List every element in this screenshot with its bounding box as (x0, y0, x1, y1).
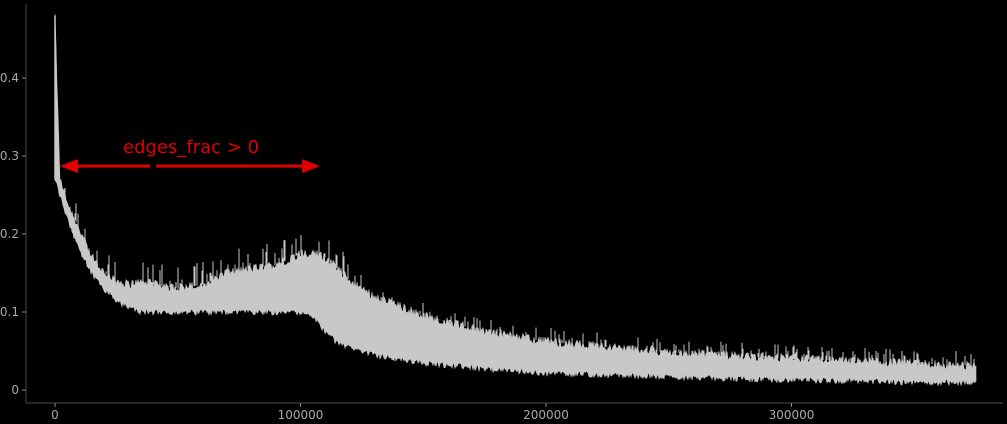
y-tick-label: 0.4 (0, 71, 19, 85)
x-tick-label: 200000 (523, 408, 569, 422)
x-tick-label: 300000 (769, 408, 815, 422)
x-tick-label: 0 (51, 408, 59, 422)
y-tick-label: 0 (11, 383, 19, 397)
x-tick-label: 100000 (278, 408, 324, 422)
y-tick-label: 0.2 (0, 227, 19, 241)
y-tick-label: 0.1 (0, 305, 19, 319)
y-tick-label: 0.3 (0, 149, 19, 163)
data-series-band (54, 14, 977, 387)
annotation-arrowhead-right (302, 159, 321, 174)
data-noise-spikes (64, 188, 975, 366)
annotation-label: edges_frac > 0 (123, 137, 259, 158)
annotation-arrowhead-left (59, 159, 78, 174)
